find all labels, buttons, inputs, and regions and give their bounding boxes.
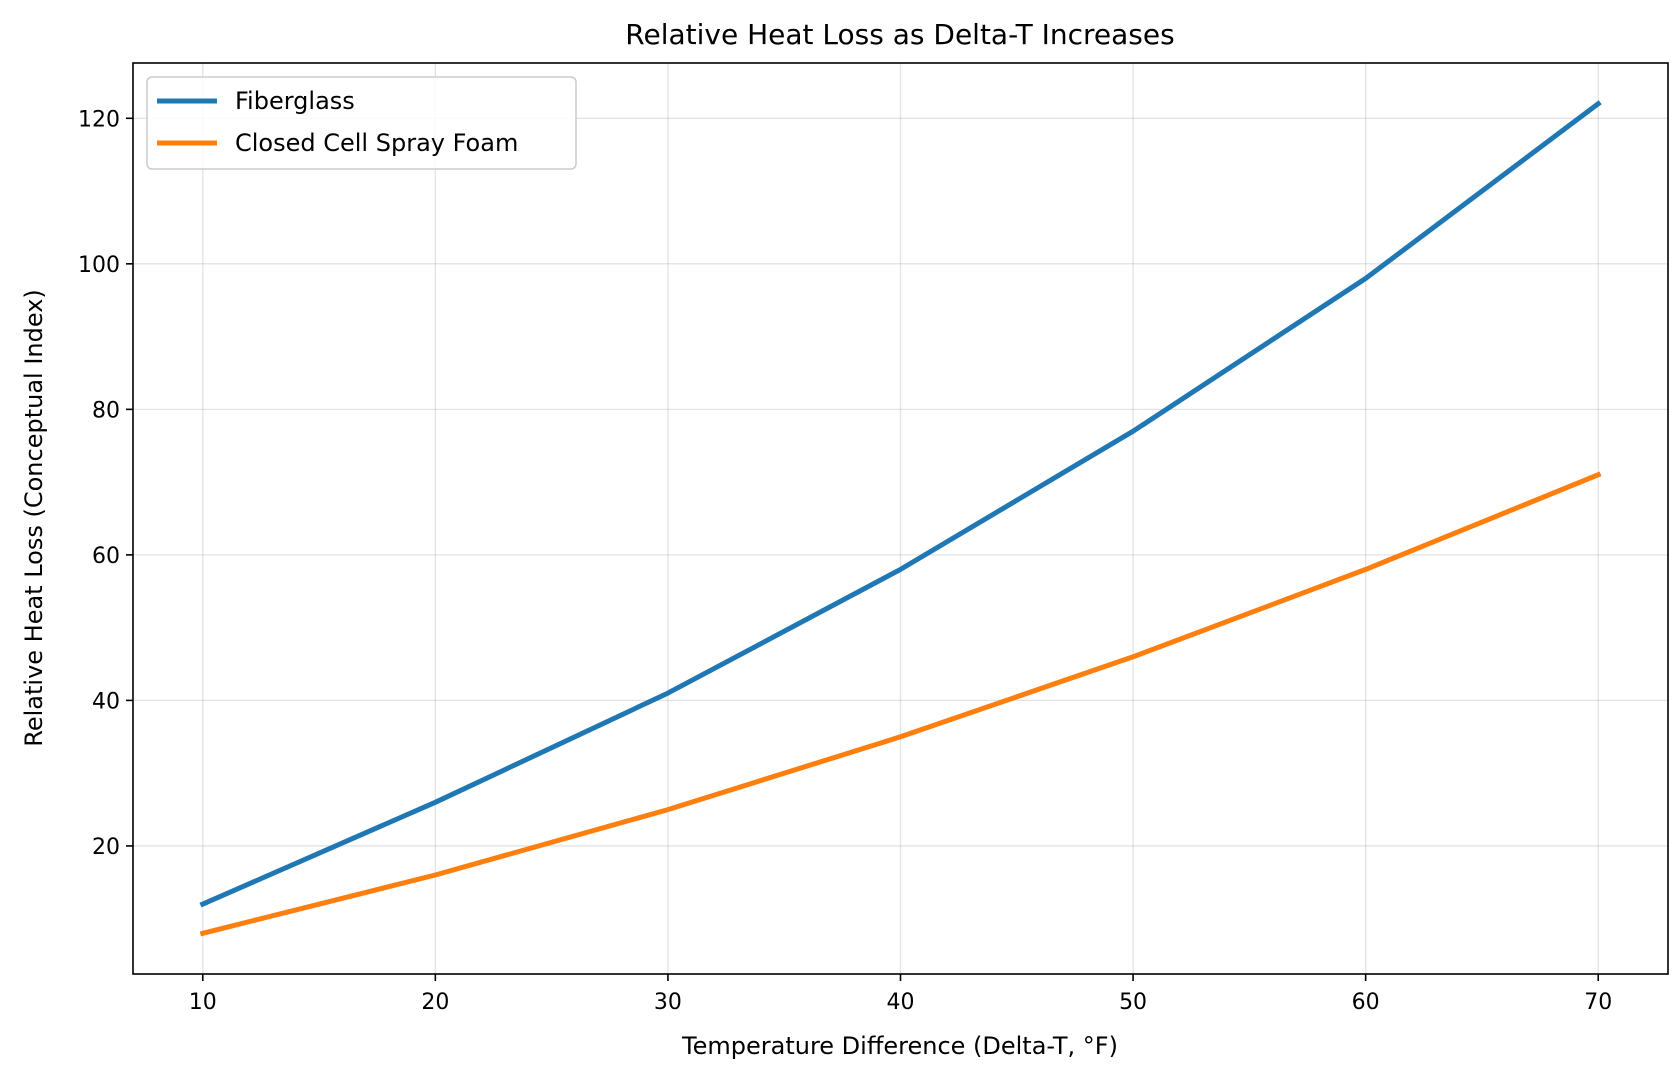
x-tick-label: 20 [421, 990, 449, 1015]
series-line-fiberglass [199, 100, 1602, 908]
legend-box [146, 76, 577, 170]
y-tick-label: 60 [92, 544, 120, 569]
legend-label-fiberglass: Fiberglass [235, 87, 355, 115]
legend-label-closed-cell-spray-foam: Closed Cell Spray Foam [235, 129, 518, 157]
series-layer [199, 100, 1602, 937]
x-tick-label: 70 [1584, 990, 1612, 1015]
y-tick-label: 100 [78, 253, 120, 278]
y-tick-label: 40 [92, 689, 120, 714]
x-tick-label: 40 [887, 990, 915, 1015]
grid [133, 63, 1668, 974]
x-tick-label: 60 [1352, 990, 1380, 1015]
y-tick-label: 80 [92, 398, 120, 423]
series-line-closed-cell-spray-foam [199, 471, 1602, 937]
ticks: 10 20 30 40 50 60 70 20 40 60 80 100 120 [78, 107, 1612, 1015]
legend: Fiberglass Closed Cell Spray Foam [146, 76, 577, 170]
x-axis-label: Temperature Difference (Delta-T, °F) [681, 1032, 1118, 1060]
y-tick-label: 120 [78, 107, 120, 132]
y-axis-label: Relative Heat Loss (Conceptual Index) [20, 289, 48, 747]
x-tick-label: 30 [654, 990, 682, 1015]
y-tick-label: 20 [92, 835, 120, 860]
x-tick-label: 50 [1119, 990, 1147, 1015]
chart-title: Relative Heat Loss as Delta-T Increases [625, 18, 1174, 51]
x-tick-label: 10 [189, 990, 217, 1015]
